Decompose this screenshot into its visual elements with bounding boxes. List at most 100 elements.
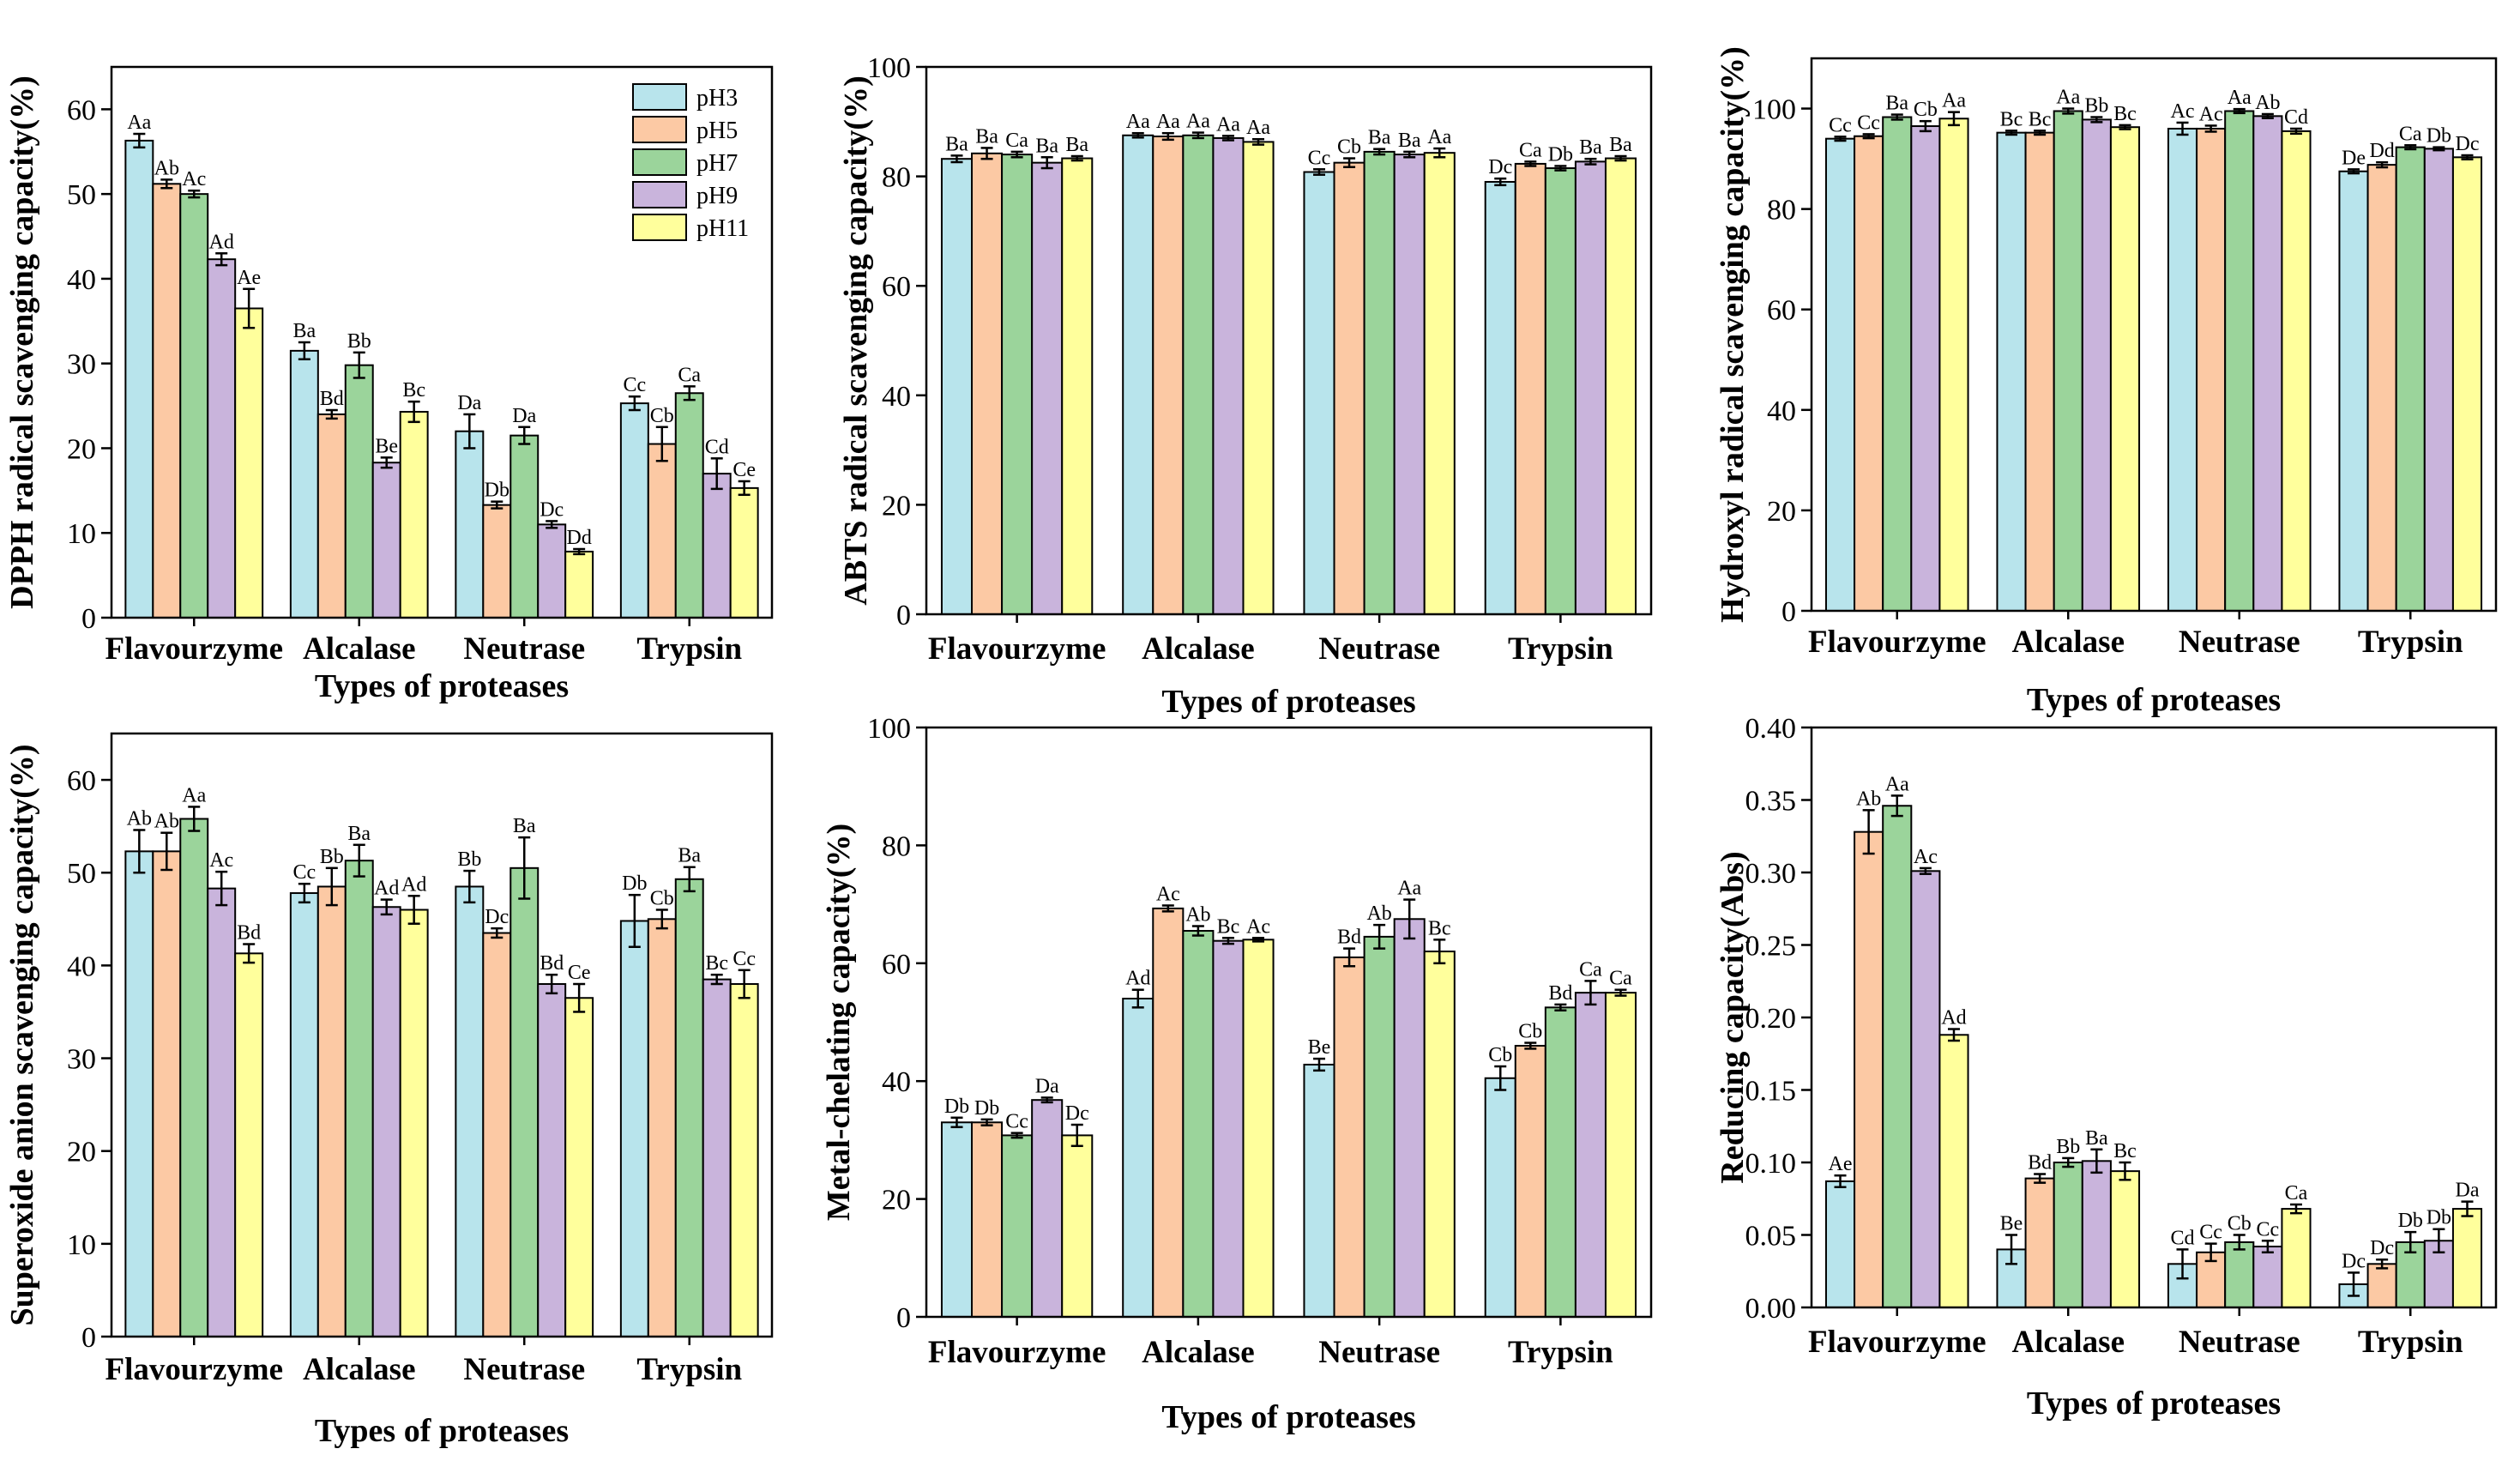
bar-pH3-flavourzyme bbox=[124, 139, 154, 619]
significance-label: Da bbox=[512, 405, 536, 427]
legend-label-pH3: pH3 bbox=[696, 85, 738, 112]
x-axis-title: Types of proteases bbox=[2027, 682, 2281, 718]
bar-pH5-alcalase bbox=[317, 885, 347, 1337]
bar-pH5-alcalase bbox=[1152, 907, 1185, 1319]
category-label: Flavourzyme bbox=[928, 631, 1106, 667]
significance-label: Bd bbox=[237, 922, 261, 945]
bar-pH3-alcalase bbox=[1122, 998, 1154, 1319]
bar-pH7-alcalase bbox=[1182, 134, 1215, 615]
legend-swatch-pH9 bbox=[632, 181, 687, 208]
y-tick-label: 50 bbox=[67, 179, 96, 211]
significance-label: Db bbox=[974, 1097, 999, 1120]
category-label: Alcalase bbox=[303, 1352, 416, 1387]
y-tick-label: 10 bbox=[67, 518, 96, 550]
significance-label: Cc bbox=[1857, 112, 1880, 134]
bar-pH7-flavourzyme bbox=[179, 818, 209, 1337]
significance-label: Cc bbox=[1829, 114, 1852, 136]
significance-label: Bc bbox=[1217, 915, 1240, 938]
bar-pH7-neutrase bbox=[1363, 150, 1396, 615]
bar-pH7-neutrase bbox=[2224, 1241, 2255, 1308]
y-tick-label: 40 bbox=[882, 1066, 911, 1098]
significance-label: Ca bbox=[1579, 958, 1602, 981]
bar-pH5-flavourzyme bbox=[152, 183, 182, 619]
significance-label: Bb bbox=[347, 330, 371, 353]
significance-label: Bc bbox=[2029, 108, 2052, 130]
category-label: Flavourzyme bbox=[105, 1352, 283, 1387]
bar-pH11-flavourzyme bbox=[234, 307, 264, 619]
bar-pH11-neutrase bbox=[1423, 951, 1456, 1319]
significance-label: Ba bbox=[678, 845, 701, 867]
significance-label: Ab bbox=[154, 157, 179, 179]
legend: pH3 pH5 pH7 pH9 pH11 bbox=[632, 83, 749, 242]
significance-label: Aa bbox=[1885, 773, 1909, 795]
bar-pH5-trypsin bbox=[1514, 1044, 1546, 1318]
plot-frame bbox=[925, 65, 1653, 616]
y-tick-label: 0.05 bbox=[1745, 1221, 1797, 1253]
plot-frame bbox=[1810, 57, 2498, 613]
bar-pH3-alcalase bbox=[1122, 134, 1154, 615]
significance-label: Ab bbox=[1185, 904, 1210, 927]
bar-pH3-neutrase bbox=[455, 430, 485, 619]
bar-pH7-flavourzyme bbox=[1001, 1134, 1034, 1319]
legend-swatch-pH11 bbox=[632, 214, 687, 241]
chart-panel-6: Ae Be Cd Dc Ab Bd Cc Dc Aa Bb Cb Db Ac Ba Cc Db Ad Bc Ca Da… bbox=[1715, 713, 2498, 1422]
bar-pH9-neutrase bbox=[1393, 918, 1426, 1319]
bar-pH11-trypsin bbox=[2451, 156, 2483, 613]
x-axis-title: Types of proteases bbox=[315, 668, 569, 704]
significance-label: Aa bbox=[1942, 90, 1966, 112]
y-tick-label: 20 bbox=[882, 1185, 911, 1216]
significance-label: Ba bbox=[1609, 134, 1632, 156]
bar-pH9-alcalase bbox=[371, 906, 401, 1337]
significance-label: Bd bbox=[2028, 1152, 2052, 1174]
significance-label: Ca bbox=[1609, 968, 1632, 990]
category-label: Neutrase bbox=[2179, 625, 2300, 660]
significance-label: Dc bbox=[2455, 133, 2479, 155]
bar-pH11-alcalase bbox=[1242, 939, 1275, 1318]
x-axis-title: Types of proteases bbox=[2027, 1386, 2281, 1422]
bar-pH3-neutrase bbox=[1303, 171, 1335, 616]
significance-label: Cd bbox=[2284, 106, 2308, 129]
significance-label: Ac bbox=[2171, 100, 2195, 123]
bar-pH7-trypsin bbox=[674, 878, 704, 1337]
significance-label: Ab bbox=[127, 807, 152, 830]
significance-label: Ac bbox=[1246, 915, 1270, 938]
bar-pH9-neutrase bbox=[2252, 115, 2283, 612]
y-tick-label: 0.10 bbox=[1745, 1148, 1797, 1180]
y-tick-label: 100 bbox=[867, 52, 911, 84]
bar-pH7-alcalase bbox=[1182, 930, 1215, 1318]
category-label: Alcalase bbox=[1142, 631, 1255, 667]
bar-pH3-alcalase bbox=[289, 892, 319, 1338]
significance-label: Ac bbox=[1914, 846, 1938, 868]
y-tick-label: 20 bbox=[67, 1137, 96, 1168]
significance-label: Ad bbox=[401, 873, 426, 896]
bar-pH7-flavourzyme bbox=[1882, 805, 1913, 1308]
significance-label: Cc bbox=[624, 374, 647, 396]
bar-pH7-alcalase bbox=[344, 860, 374, 1337]
significance-label: Ab bbox=[2255, 92, 2280, 114]
bar-pH11-trypsin bbox=[729, 486, 759, 619]
significance-label: Ca bbox=[2285, 1182, 2308, 1204]
significance-label: Bc bbox=[2000, 108, 2023, 130]
y-tick-label: 100 bbox=[1752, 94, 1796, 126]
bar-pH7-neutrase bbox=[1363, 935, 1396, 1318]
category-label: Alcalase bbox=[2011, 625, 2125, 660]
y-tick-label: 0.40 bbox=[1745, 713, 1797, 745]
y-tick-label: 30 bbox=[67, 349, 96, 381]
bar-pH3-alcalase bbox=[289, 349, 319, 619]
significance-label: Ab bbox=[1856, 788, 1881, 810]
category-label: Trypsin bbox=[636, 1352, 742, 1387]
category-label: Trypsin bbox=[2358, 1325, 2463, 1360]
bar-pH11-trypsin bbox=[1604, 992, 1637, 1319]
y-tick-label: 30 bbox=[67, 1044, 96, 1076]
significance-label: Aa bbox=[1126, 111, 1150, 133]
y-axis-title: DPPH radical scavenging capacity(%) bbox=[4, 75, 40, 609]
bar-pH5-trypsin bbox=[647, 918, 677, 1338]
bar-pH3-flavourzyme bbox=[1824, 1180, 1856, 1308]
plot-frame bbox=[110, 65, 774, 619]
y-tick-label: 100 bbox=[867, 713, 911, 745]
significance-label: Ba bbox=[1398, 130, 1421, 152]
significance-label: Bb bbox=[320, 846, 344, 868]
significance-label: Be bbox=[1308, 1036, 1331, 1059]
bar-pH7-trypsin bbox=[1544, 167, 1577, 615]
